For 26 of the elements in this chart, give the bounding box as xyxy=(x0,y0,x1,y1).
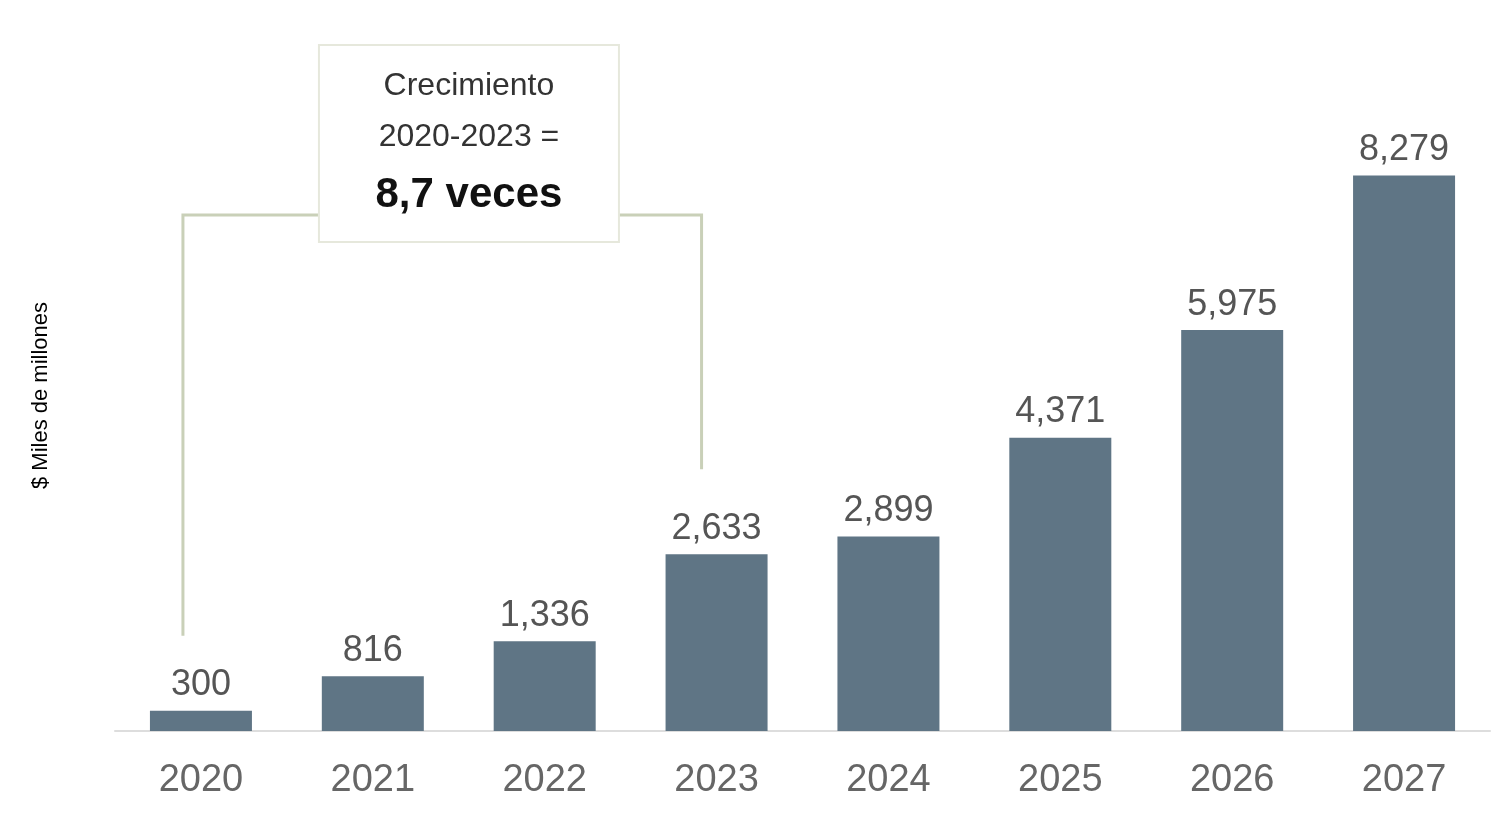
x-tick-label: 2021 xyxy=(330,757,416,799)
data-label: 8,279 xyxy=(1359,126,1450,168)
bar xyxy=(665,554,768,731)
x-tick-label: 2026 xyxy=(1189,757,1275,799)
x-tick-label: 2025 xyxy=(1018,757,1103,799)
annotation: Crecimiento 2020-2023 = 8,7 veces xyxy=(375,66,563,216)
x-tick-label: 2022 xyxy=(502,757,587,799)
bar xyxy=(1181,330,1284,731)
bar xyxy=(1009,437,1112,731)
data-label: 4,371 xyxy=(1015,389,1106,431)
bar xyxy=(493,641,596,731)
data-label: 816 xyxy=(342,627,403,669)
data-label: 5,975 xyxy=(1187,281,1278,323)
x-tick-label: 2027 xyxy=(1361,757,1447,799)
y-axis-title: $ Miles de millones xyxy=(26,301,52,490)
data-label: 1,336 xyxy=(499,592,590,634)
bar xyxy=(1353,175,1456,731)
bar xyxy=(149,710,252,731)
bar xyxy=(321,676,424,731)
data-label: 2,633 xyxy=(671,505,762,547)
data-label: 2,899 xyxy=(843,487,934,529)
bar xyxy=(837,536,940,731)
x-tick-label: 2020 xyxy=(158,757,244,799)
x-tick-label: 2024 xyxy=(846,757,931,799)
data-label: 300 xyxy=(170,662,231,704)
x-tick-label: 2023 xyxy=(674,757,759,799)
